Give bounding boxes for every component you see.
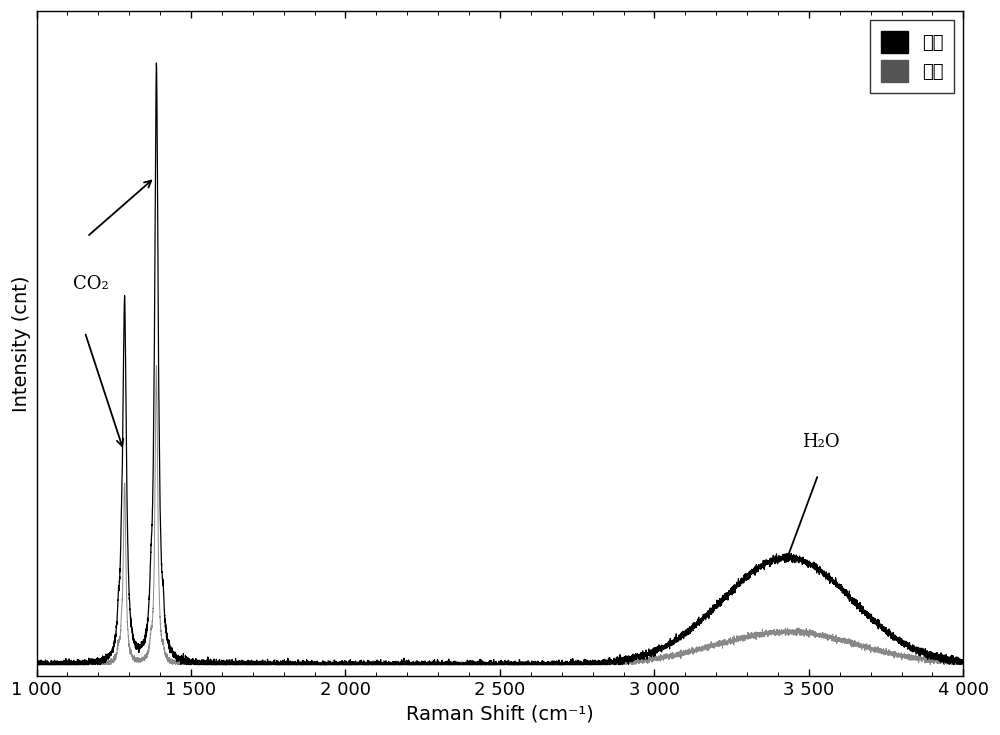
Text: H₂O: H₂O	[802, 433, 840, 451]
Legend: 液相, 气相: 液相, 气相	[870, 20, 954, 93]
Y-axis label: Intensity (cnt): Intensity (cnt)	[12, 276, 31, 412]
X-axis label: Raman Shift (cm⁻¹): Raman Shift (cm⁻¹)	[406, 705, 594, 724]
Text: CO₂: CO₂	[73, 276, 109, 293]
